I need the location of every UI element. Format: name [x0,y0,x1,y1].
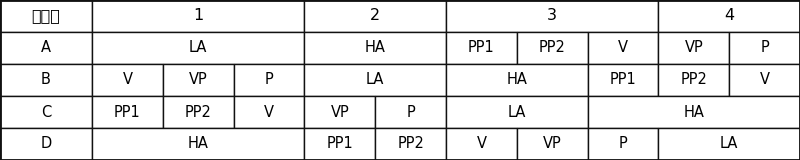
Text: HA: HA [506,72,527,88]
Text: A: A [41,40,51,56]
Bar [517,128,587,160]
Bar [730,32,800,64]
Text: D: D [40,136,52,152]
Text: LA: LA [189,40,207,56]
Text: V: V [477,136,486,152]
Bar [304,32,446,64]
Bar [446,64,587,96]
Text: LA: LA [720,136,738,152]
Bar [658,0,800,32]
Bar [0,64,92,96]
Text: P: P [760,40,769,56]
Text: PP1: PP1 [610,72,636,88]
Bar [587,128,658,160]
Text: P: P [618,136,627,152]
Bar [0,32,92,64]
Bar [587,96,800,128]
Text: 2: 2 [370,8,380,24]
Text: VP: VP [330,104,349,120]
Bar [92,64,163,96]
Text: PP1: PP1 [326,136,353,152]
Text: PP1: PP1 [114,104,141,120]
Text: PP2: PP2 [397,136,424,152]
Text: V: V [264,104,274,120]
Bar [730,64,800,96]
Bar [587,32,658,64]
Bar [658,32,730,64]
Bar [163,96,234,128]
Bar [234,96,304,128]
Bar [92,0,304,32]
Bar [0,0,92,32]
Bar [375,128,446,160]
Bar [92,96,163,128]
Bar [587,64,658,96]
Text: LA: LA [366,72,384,88]
Text: PP1: PP1 [468,40,494,56]
Text: VP: VP [543,136,562,152]
Text: V: V [618,40,628,56]
Bar [446,32,517,64]
Bar [658,128,800,160]
Text: P: P [265,72,274,88]
Bar [304,0,446,32]
Bar [234,64,304,96]
Text: VP: VP [685,40,703,56]
Text: HA: HA [683,104,704,120]
Bar [658,64,730,96]
Bar [517,32,587,64]
Bar [375,96,446,128]
Text: 吸附床: 吸附床 [31,8,61,24]
Bar [163,64,234,96]
Text: V: V [122,72,133,88]
Bar [0,128,92,160]
Bar [0,96,92,128]
Text: PP2: PP2 [185,104,212,120]
Text: LA: LA [508,104,526,120]
Bar [304,96,375,128]
Text: 3: 3 [547,8,558,24]
Bar [92,128,304,160]
Text: 1: 1 [193,8,203,24]
Text: B: B [41,72,51,88]
Text: PP2: PP2 [680,72,707,88]
Bar [446,0,658,32]
Bar [304,64,446,96]
Text: C: C [41,104,51,120]
Bar [304,128,375,160]
Text: HA: HA [188,136,209,152]
Bar [446,96,587,128]
Text: HA: HA [365,40,386,56]
Bar [92,32,304,64]
Bar [446,128,517,160]
Text: VP: VP [189,72,207,88]
Text: PP2: PP2 [538,40,566,56]
Text: P: P [406,104,415,120]
Text: 4: 4 [724,8,734,24]
Text: V: V [760,72,770,88]
